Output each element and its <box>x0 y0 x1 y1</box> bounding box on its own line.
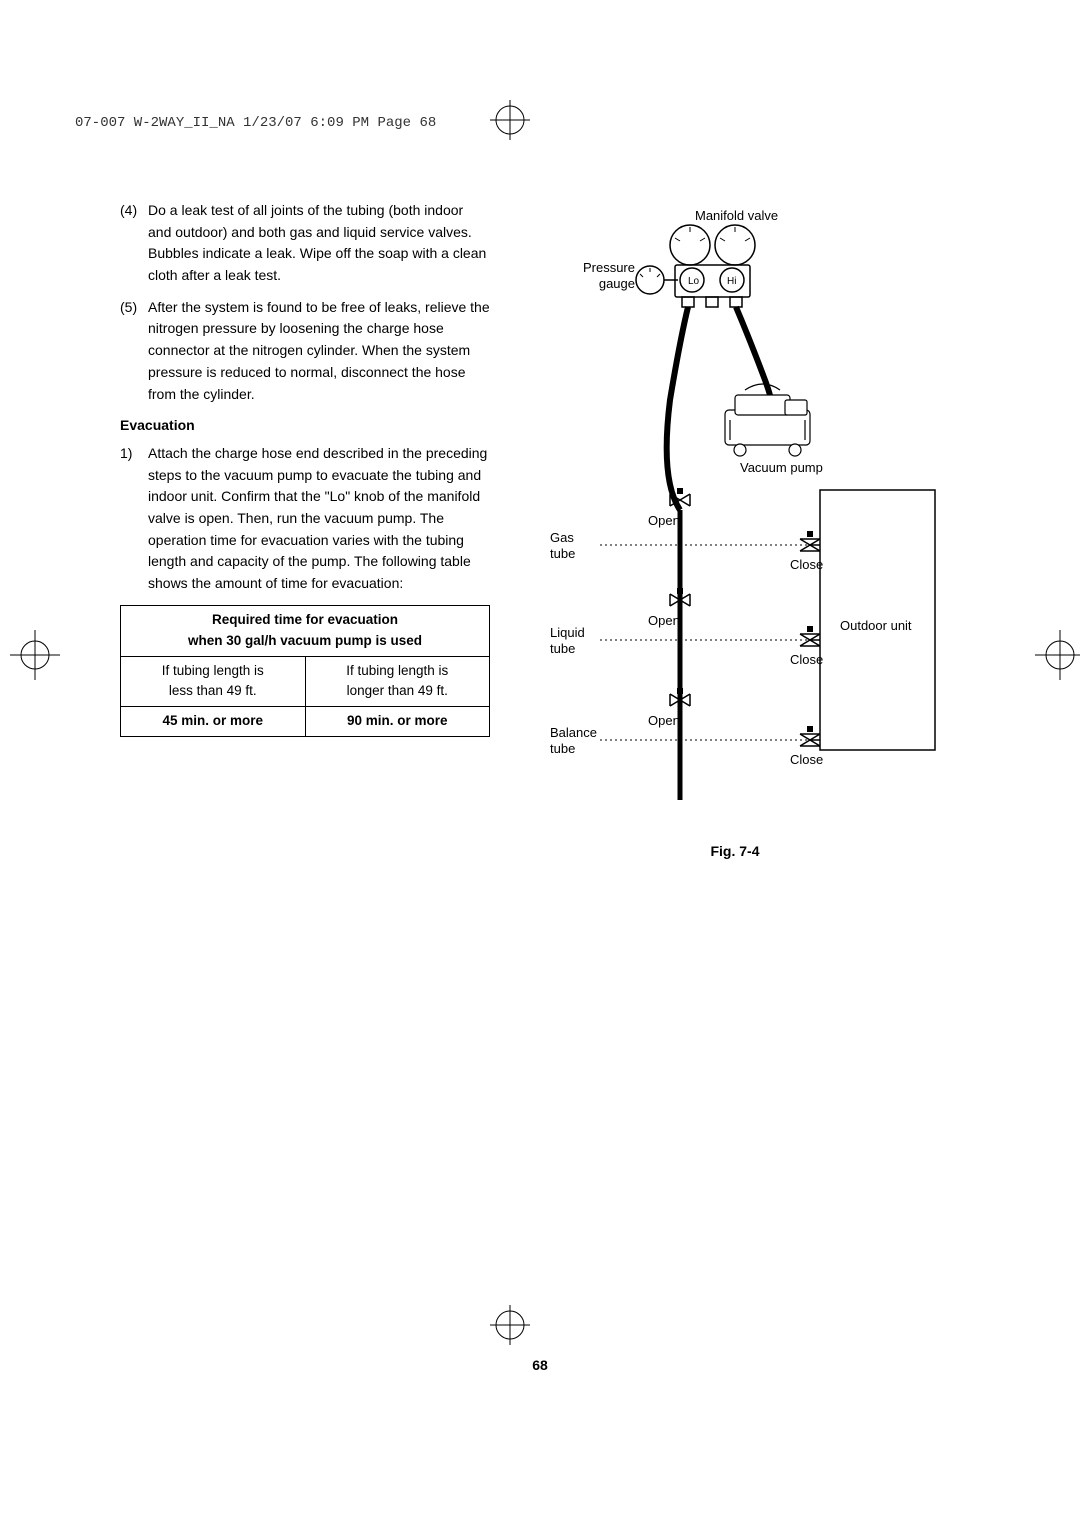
cell-text: less than 49 ft. <box>169 683 257 698</box>
right-column: Lo Hi <box>520 200 950 859</box>
label-pressure-gauge: Pressure gauge <box>575 260 635 291</box>
label-open: Open <box>648 713 680 729</box>
crop-mark-top <box>490 100 530 140</box>
list-num: (5) <box>120 297 148 405</box>
label-close: Close <box>790 752 823 768</box>
list-item-5: (5) After the system is found to be free… <box>120 297 490 405</box>
label-outdoor-unit: Outdoor unit <box>840 618 912 634</box>
content-row: (4) Do a leak test of all joints of the … <box>70 200 1010 859</box>
lo-label: Lo <box>688 276 700 287</box>
evacuation-table: Required time for evacuation when 30 gal… <box>120 605 490 738</box>
list-num: (4) <box>120 200 148 287</box>
table-cell: 90 min. or more <box>305 707 490 737</box>
label-manifold-valve: Manifold valve <box>695 208 778 224</box>
print-header: 07-007 W-2WAY_II_NA 1/23/07 6:09 PM Page… <box>75 115 436 131</box>
list-text: After the system is found to be free of … <box>148 297 490 405</box>
cell-text: longer than 49 ft. <box>347 683 448 698</box>
label-text: Gas tube <box>550 530 575 561</box>
list-num: 1) <box>120 443 148 595</box>
label-balance-tube: Balance tube <box>550 725 605 756</box>
cell-text: If tubing length is <box>346 663 448 678</box>
crop-mark-right <box>1035 630 1080 680</box>
label-text: Balance tube <box>550 725 597 756</box>
table-cell: If tubing length is longer than 49 ft. <box>305 656 490 707</box>
crop-mark-bottom <box>490 1305 530 1345</box>
label-text: Pressure gauge <box>583 260 635 291</box>
page-number: 68 <box>0 1357 1080 1373</box>
list-item-evac1: 1) Attach the charge hose end described … <box>120 443 490 595</box>
label-open: Open <box>648 613 680 629</box>
label-liquid-tube: Liquid tube <box>550 625 595 656</box>
table-header: Required time for evacuation when 30 gal… <box>121 605 490 656</box>
label-text: Liquid tube <box>550 625 585 656</box>
list-text: Do a leak test of all joints of the tubi… <box>148 200 490 287</box>
table-cell: If tubing length is less than 49 ft. <box>121 656 306 707</box>
hi-label: Hi <box>727 276 736 287</box>
cell-text: 90 min. or more <box>347 713 448 728</box>
left-column: (4) Do a leak test of all joints of the … <box>120 200 490 859</box>
list-text: Attach the charge hose end described in … <box>148 443 490 595</box>
cell-text: If tubing length is <box>162 663 264 678</box>
label-close: Close <box>790 557 823 573</box>
section-heading-evacuation: Evacuation <box>120 415 490 437</box>
page: 07-007 W-2WAY_II_NA 1/23/07 6:09 PM Page… <box>0 0 1080 1528</box>
label-vacuum-pump: Vacuum pump <box>740 460 823 476</box>
table-header-line1: Required time for evacuation <box>212 612 398 627</box>
table-header-line2: when 30 gal/h vacuum pump is used <box>188 633 422 648</box>
label-gas-tube: Gas tube <box>550 530 595 561</box>
label-open: Open <box>648 513 680 529</box>
crop-mark-left <box>10 630 60 680</box>
label-close: Close <box>790 652 823 668</box>
list-item-4: (4) Do a leak test of all joints of the … <box>120 200 490 287</box>
figure-caption: Fig. 7-4 <box>520 843 950 859</box>
cell-text: 45 min. or more <box>162 713 263 728</box>
table-cell: 45 min. or more <box>121 707 306 737</box>
